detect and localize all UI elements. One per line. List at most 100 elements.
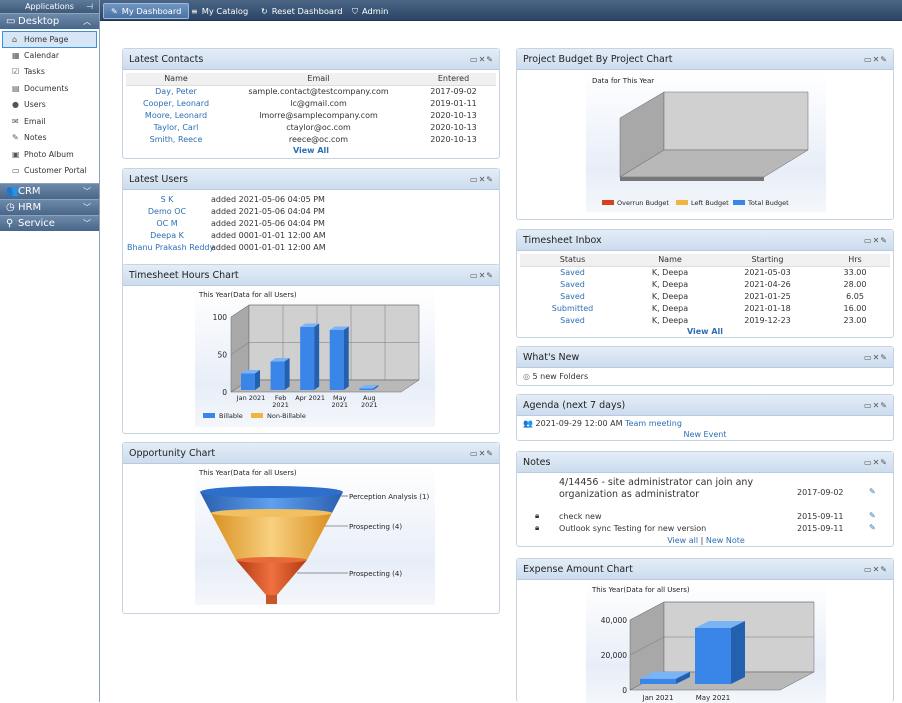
minimize-icon[interactable]: ▭ <box>864 353 873 362</box>
minimize-icon[interactable]: ▭ <box>470 271 479 280</box>
funnel-stage-2[interactable] <box>211 513 332 560</box>
edit-note-icon[interactable]: ✎ <box>869 511 876 520</box>
view-all-link[interactable]: View All <box>292 146 330 155</box>
note-text[interactable]: check new <box>559 512 602 521</box>
edit-icon[interactable]: ✎ <box>486 449 494 458</box>
sidebar-item-notes[interactable]: ✎ Notes <box>0 130 99 147</box>
tab-admin[interactable]: ⛉ Admin <box>345 3 395 19</box>
timesheet-status-link[interactable]: Saved <box>560 291 585 301</box>
user-name-link[interactable]: OC M <box>156 219 178 228</box>
edit-icon[interactable]: ✎ <box>880 353 888 362</box>
chevron-down-icon[interactable]: ﹀ <box>83 186 91 196</box>
contact-name-link[interactable]: Moore, Leonard <box>144 110 208 120</box>
funnel-stage-1[interactable] <box>200 492 343 513</box>
user-name-link[interactable]: Bhanu Prakash Reddy <box>127 243 215 252</box>
sidebar-item-home-page[interactable]: ⌂ Home Page <box>2 31 97 48</box>
chevron-down-icon[interactable]: ﹀ <box>83 218 91 228</box>
close-icon[interactable]: ✕ <box>872 236 881 245</box>
close-icon[interactable]: ✕ <box>872 353 881 362</box>
close-icon[interactable]: ✕ <box>872 458 881 467</box>
edit-icon[interactable]: ✎ <box>880 236 888 245</box>
dashlet-tools[interactable]: ▭✕✎ <box>470 169 494 190</box>
section-service[interactable]: ⚲ Service ﹀ <box>0 214 99 231</box>
contact-name-link[interactable]: Cooper, Leonard <box>142 98 210 108</box>
column-header[interactable]: Hrs <box>820 254 890 267</box>
edit-note-icon[interactable]: ✎ <box>869 487 876 496</box>
contact-name-link[interactable]: Day, Peter <box>155 86 197 96</box>
dashlet-tools[interactable]: ▭✕✎ <box>864 347 888 368</box>
minimize-icon[interactable]: ▭ <box>470 449 479 458</box>
column-header[interactable]: Name <box>625 254 715 267</box>
close-icon[interactable]: ✕ <box>478 449 487 458</box>
applications-header[interactable]: Applications ⊣ <box>0 0 99 13</box>
user-name-link[interactable]: Deepa K <box>150 231 184 240</box>
edit-icon[interactable]: ✎ <box>486 55 494 64</box>
minimize-icon[interactable]: ▭ <box>470 55 479 64</box>
close-icon[interactable]: ✕ <box>478 271 487 280</box>
edit-icon[interactable]: ✎ <box>880 458 888 467</box>
section-hrm[interactable]: ◷ HRM ﹀ <box>0 198 99 215</box>
timesheet-status-link[interactable]: Submitted <box>551 303 594 313</box>
edit-icon[interactable]: ✎ <box>486 175 494 184</box>
note-text[interactable]: Outlook sync Testing for new version <box>559 524 707 533</box>
minimize-icon[interactable]: ▭ <box>864 401 873 410</box>
column-header[interactable]: Name <box>126 73 226 86</box>
contact-name-link[interactable]: Smith, Reece <box>149 134 203 144</box>
edit-icon[interactable]: ✎ <box>486 271 494 280</box>
whats-new-item[interactable]: 5 new Folders <box>532 372 589 381</box>
minimize-icon[interactable]: ▭ <box>864 565 873 574</box>
close-icon[interactable]: ✕ <box>872 565 881 574</box>
edit-icon[interactable]: ✎ <box>880 565 888 574</box>
dashlet-tools[interactable]: ▭✕✎ <box>470 443 494 464</box>
sidebar-item-email[interactable]: ✉ Email <box>0 114 99 131</box>
column-header[interactable]: Entered <box>411 73 496 86</box>
close-icon[interactable]: ✕ <box>872 55 881 64</box>
dashlet-tools[interactable]: ▭✕✎ <box>864 452 888 473</box>
dashlet-tools[interactable]: ▭✕✎ <box>864 559 888 580</box>
column-header[interactable]: Status <box>520 254 625 267</box>
user-name-link[interactable]: Demo OC <box>147 207 187 216</box>
edit-icon[interactable]: ✎ <box>880 55 888 64</box>
dashlet-tools[interactable]: ▭✕✎ <box>470 49 494 70</box>
sidebar-item-photo-album[interactable]: ▣ Photo Album <box>0 147 99 164</box>
dashlet-tools[interactable]: ▭✕✎ <box>470 265 494 286</box>
minimize-icon[interactable]: ▭ <box>864 458 873 467</box>
new-event-link[interactable]: New Event <box>683 430 727 439</box>
view-all-link[interactable]: View All <box>686 327 724 336</box>
chevron-up-icon[interactable]: ︿ <box>83 17 91 26</box>
sidebar-item-tasks[interactable]: ☑ Tasks <box>0 64 99 81</box>
tab-my-catalog[interactable]: ≡ My Catalog <box>184 3 255 19</box>
edit-note-icon[interactable]: ✎ <box>869 523 876 532</box>
sidebar-item-users[interactable]: ● Users <box>0 97 99 114</box>
timesheet-status-link[interactable]: Saved <box>560 267 585 277</box>
column-header[interactable]: Starting <box>715 254 820 267</box>
edit-icon[interactable]: ✎ <box>880 401 888 410</box>
sidebar-item-customer-portal[interactable]: ▭ Customer Portal <box>0 163 99 180</box>
tab-my-dashboard[interactable]: ✎ My Dashboard <box>103 3 190 19</box>
user-name-link[interactable]: S K <box>160 195 174 204</box>
section-crm[interactable]: 👥CRM ﹀ <box>0 182 99 199</box>
dashlet-tools[interactable]: ▭✕✎ <box>864 230 888 251</box>
column-header[interactable]: Email <box>226 73 411 86</box>
tab-reset-dashboard[interactable]: ↻ Reset Dashboard <box>254 3 350 19</box>
minimize-icon[interactable]: ▭ <box>864 55 873 64</box>
new-note-link[interactable]: New Note <box>705 536 745 545</box>
dashlet-tools[interactable]: ▭✕✎ <box>864 395 888 416</box>
chevron-down-icon[interactable]: ﹀ <box>83 202 91 212</box>
timesheet-status-link[interactable]: Saved <box>560 279 585 289</box>
close-icon[interactable]: ✕ <box>478 55 487 64</box>
close-icon[interactable]: ✕ <box>872 401 881 410</box>
view-all-notes-link[interactable]: View all <box>667 536 699 545</box>
sidebar-item-documents[interactable]: ▤ Documents <box>0 81 99 98</box>
agenda-event-link[interactable]: Team meeting <box>625 419 682 428</box>
minimize-icon[interactable]: ▭ <box>470 175 479 184</box>
close-icon[interactable]: ✕ <box>478 175 487 184</box>
pin-icon[interactable]: ⊣ <box>86 2 93 11</box>
note-text[interactable]: 4/14456 - site administrator can join an… <box>559 477 754 500</box>
timesheet-status-link[interactable]: Saved <box>560 315 585 325</box>
dashlet-tools[interactable]: ▭✕✎ <box>864 49 888 70</box>
funnel-stage-3[interactable] <box>236 560 307 595</box>
sidebar-item-calendar[interactable]: ▦ Calendar <box>0 48 99 65</box>
contact-name-link[interactable]: Taylor, Carl <box>153 122 199 132</box>
minimize-icon[interactable]: ▭ <box>864 236 873 245</box>
